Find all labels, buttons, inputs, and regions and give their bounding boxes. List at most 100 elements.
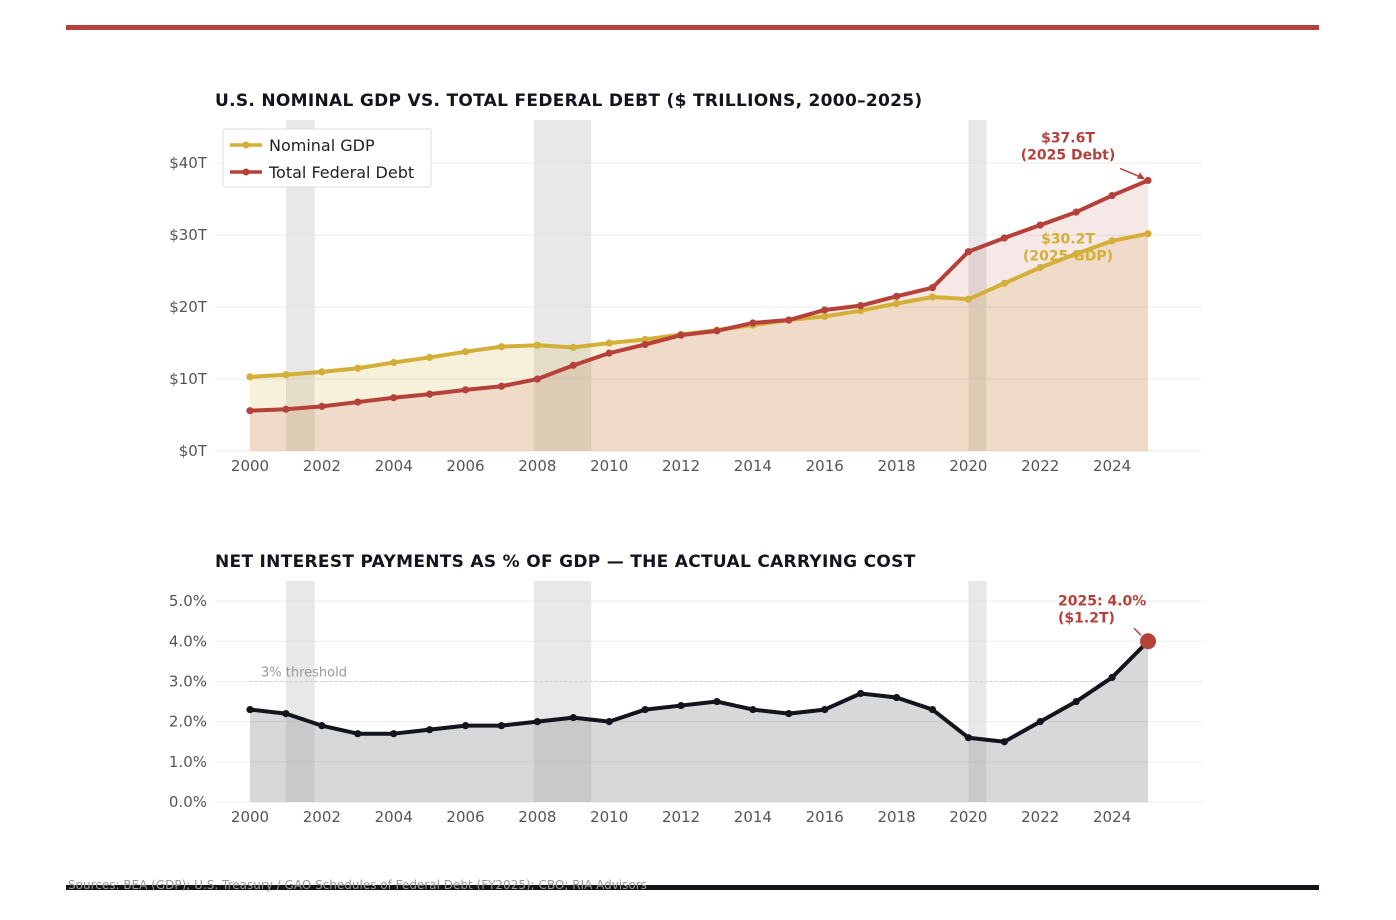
y-tick-label: $20T xyxy=(169,298,208,316)
x-tick-label: 2018 xyxy=(877,457,915,475)
legend-label-gdp: Nominal GDP xyxy=(269,136,375,155)
top-accent-rule xyxy=(66,25,1319,30)
data-point-debt xyxy=(354,398,362,406)
data-point-interest xyxy=(713,697,721,706)
x-tick-label: 2006 xyxy=(446,808,484,826)
data-point-interest xyxy=(785,710,793,718)
data-point-debt xyxy=(892,292,901,300)
data-point-interest xyxy=(533,718,541,726)
x-tick-label: 2022 xyxy=(1021,808,1059,826)
data-point-debt xyxy=(964,248,973,256)
y-tick-label: 5.0% xyxy=(169,592,207,610)
data-point-interest xyxy=(964,734,973,742)
recession-band xyxy=(285,581,315,802)
x-tick-label: 2024 xyxy=(1093,457,1131,475)
data-point-gdp xyxy=(1108,237,1116,245)
x-tick-label: 2024 xyxy=(1093,808,1131,826)
data-point-debt xyxy=(426,390,434,398)
recession-band xyxy=(533,581,592,802)
data-point-interest xyxy=(1036,718,1044,726)
data-point-debt xyxy=(461,386,470,394)
x-tick-label: 2018 xyxy=(877,808,915,826)
interest-chart: NET INTEREST PAYMENTS AS % OF GDP — THE … xyxy=(169,552,1202,826)
data-point-gdp xyxy=(964,295,973,303)
y-tick-label: 2.0% xyxy=(169,713,207,731)
annotation-interest-label: ($1.2T) xyxy=(1058,610,1115,626)
annotation-arrowhead-debt xyxy=(1137,172,1145,180)
data-point-interest xyxy=(497,722,506,730)
data-point-interest xyxy=(461,722,470,730)
data-point-interest xyxy=(1000,738,1008,746)
recession-band xyxy=(533,120,592,451)
data-point-interest xyxy=(677,701,685,710)
data-point-debt xyxy=(857,302,865,310)
data-point-interest xyxy=(246,705,254,714)
data-point-debt xyxy=(1000,234,1008,242)
x-tick-label: 2002 xyxy=(303,808,341,826)
data-point-gdp xyxy=(892,299,901,308)
series-line-debt xyxy=(249,178,1149,413)
x-tick-label: 2010 xyxy=(590,457,628,475)
data-point-interest xyxy=(928,705,937,714)
x-tick-label: 2006 xyxy=(446,457,484,475)
data-point-debt xyxy=(641,340,649,349)
y-tick-label: $0T xyxy=(179,442,208,460)
data-point-debt xyxy=(390,394,398,402)
data-point-gdp xyxy=(857,307,865,315)
annotation-gdp-label: (2025 GDP) xyxy=(1023,249,1113,265)
data-point-debt xyxy=(928,284,937,292)
data-point-debt xyxy=(318,402,326,410)
area-debt xyxy=(250,180,1148,451)
data-point-interest xyxy=(390,730,398,738)
x-tick-label: 2016 xyxy=(806,457,844,475)
data-point-interest xyxy=(641,705,649,714)
data-point-gdp xyxy=(1072,250,1080,258)
x-tick-label: 2016 xyxy=(806,808,844,826)
x-tick-label: 2000 xyxy=(231,808,269,826)
data-point-gdp xyxy=(533,341,541,349)
x-tick-label: 2022 xyxy=(1021,457,1059,475)
data-point-debt xyxy=(282,405,290,413)
data-point-interest xyxy=(282,710,290,718)
data-point-gdp xyxy=(1000,279,1008,287)
data-point-gdp xyxy=(605,339,613,347)
gdp-debt-chart: U.S. NOMINAL GDP VS. TOTAL FEDERAL DEBT … xyxy=(169,91,1202,475)
data-point-interest xyxy=(1072,697,1080,706)
data-point-gdp xyxy=(461,348,470,356)
legend-marker-debt xyxy=(242,168,250,176)
bottom-rule xyxy=(66,885,1319,890)
x-tick-label: 2012 xyxy=(662,457,700,475)
y-tick-label: 1.0% xyxy=(169,753,207,771)
y-tick-label: 3.0% xyxy=(169,672,207,690)
annotation-arrow-interest xyxy=(1133,627,1142,636)
data-point-interest xyxy=(749,705,757,714)
chart-title-gdp-debt: U.S. NOMINAL GDP VS. TOTAL FEDERAL DEBT … xyxy=(215,91,922,111)
legend: Nominal GDP Total Federal Debt xyxy=(222,128,432,188)
data-point-gdp xyxy=(1144,230,1152,238)
legend-box xyxy=(222,128,432,188)
x-tick-label: 2014 xyxy=(734,457,772,475)
data-point-gdp xyxy=(318,368,326,376)
source-note: Sources: BEA (GDP); U.S. Treasury / GAO … xyxy=(68,878,647,892)
annotation-debt-label: (2025 Debt) xyxy=(1021,147,1115,163)
annotation-debt-value: $37.6T xyxy=(1041,130,1095,146)
data-point-interest xyxy=(605,718,613,726)
data-point-debt xyxy=(605,349,613,357)
data-point-gdp xyxy=(821,312,829,321)
data-point-gdp xyxy=(354,364,362,372)
x-tick-label: 2004 xyxy=(375,808,413,826)
recession-band xyxy=(968,581,987,802)
data-point-interest xyxy=(318,722,326,730)
y-tick-label: 0.0% xyxy=(169,793,207,811)
chart-title-interest: NET INTEREST PAYMENTS AS % OF GDP — THE … xyxy=(215,552,916,572)
data-point-debt xyxy=(821,306,829,314)
x-tick-label: 2012 xyxy=(662,808,700,826)
x-tick-label: 2008 xyxy=(518,808,556,826)
data-point-gdp xyxy=(641,335,649,344)
data-point-debt xyxy=(1108,191,1116,200)
data-point-interest xyxy=(821,705,829,714)
recession-band xyxy=(968,120,987,451)
y-tick-label: $10T xyxy=(169,370,208,388)
data-point-debt xyxy=(246,407,254,415)
